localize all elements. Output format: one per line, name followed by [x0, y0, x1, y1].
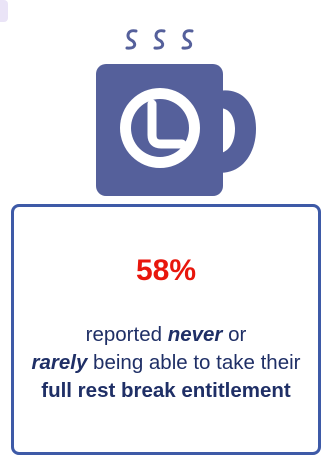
coffee-mug-icon: [96, 29, 256, 196]
stat-value: 58%: [135, 254, 197, 287]
stat-card: 58% reported never or rarely being able t…: [11, 204, 321, 455]
clock-icon: [120, 88, 200, 168]
corner-decoration: [0, 0, 8, 22]
desc-text: being able to take their: [87, 351, 301, 374]
bold-phrase: full rest break entitlement: [41, 379, 291, 402]
stat-description: reported never or rarely being able to ta…: [24, 321, 308, 405]
steam-icon: [125, 29, 194, 50]
desc-text: reported: [85, 323, 168, 346]
mug-handle: [213, 90, 256, 173]
emph-never: never: [167, 323, 223, 346]
desc-text: or: [222, 323, 247, 346]
emph-rarely: rarely: [31, 351, 88, 374]
